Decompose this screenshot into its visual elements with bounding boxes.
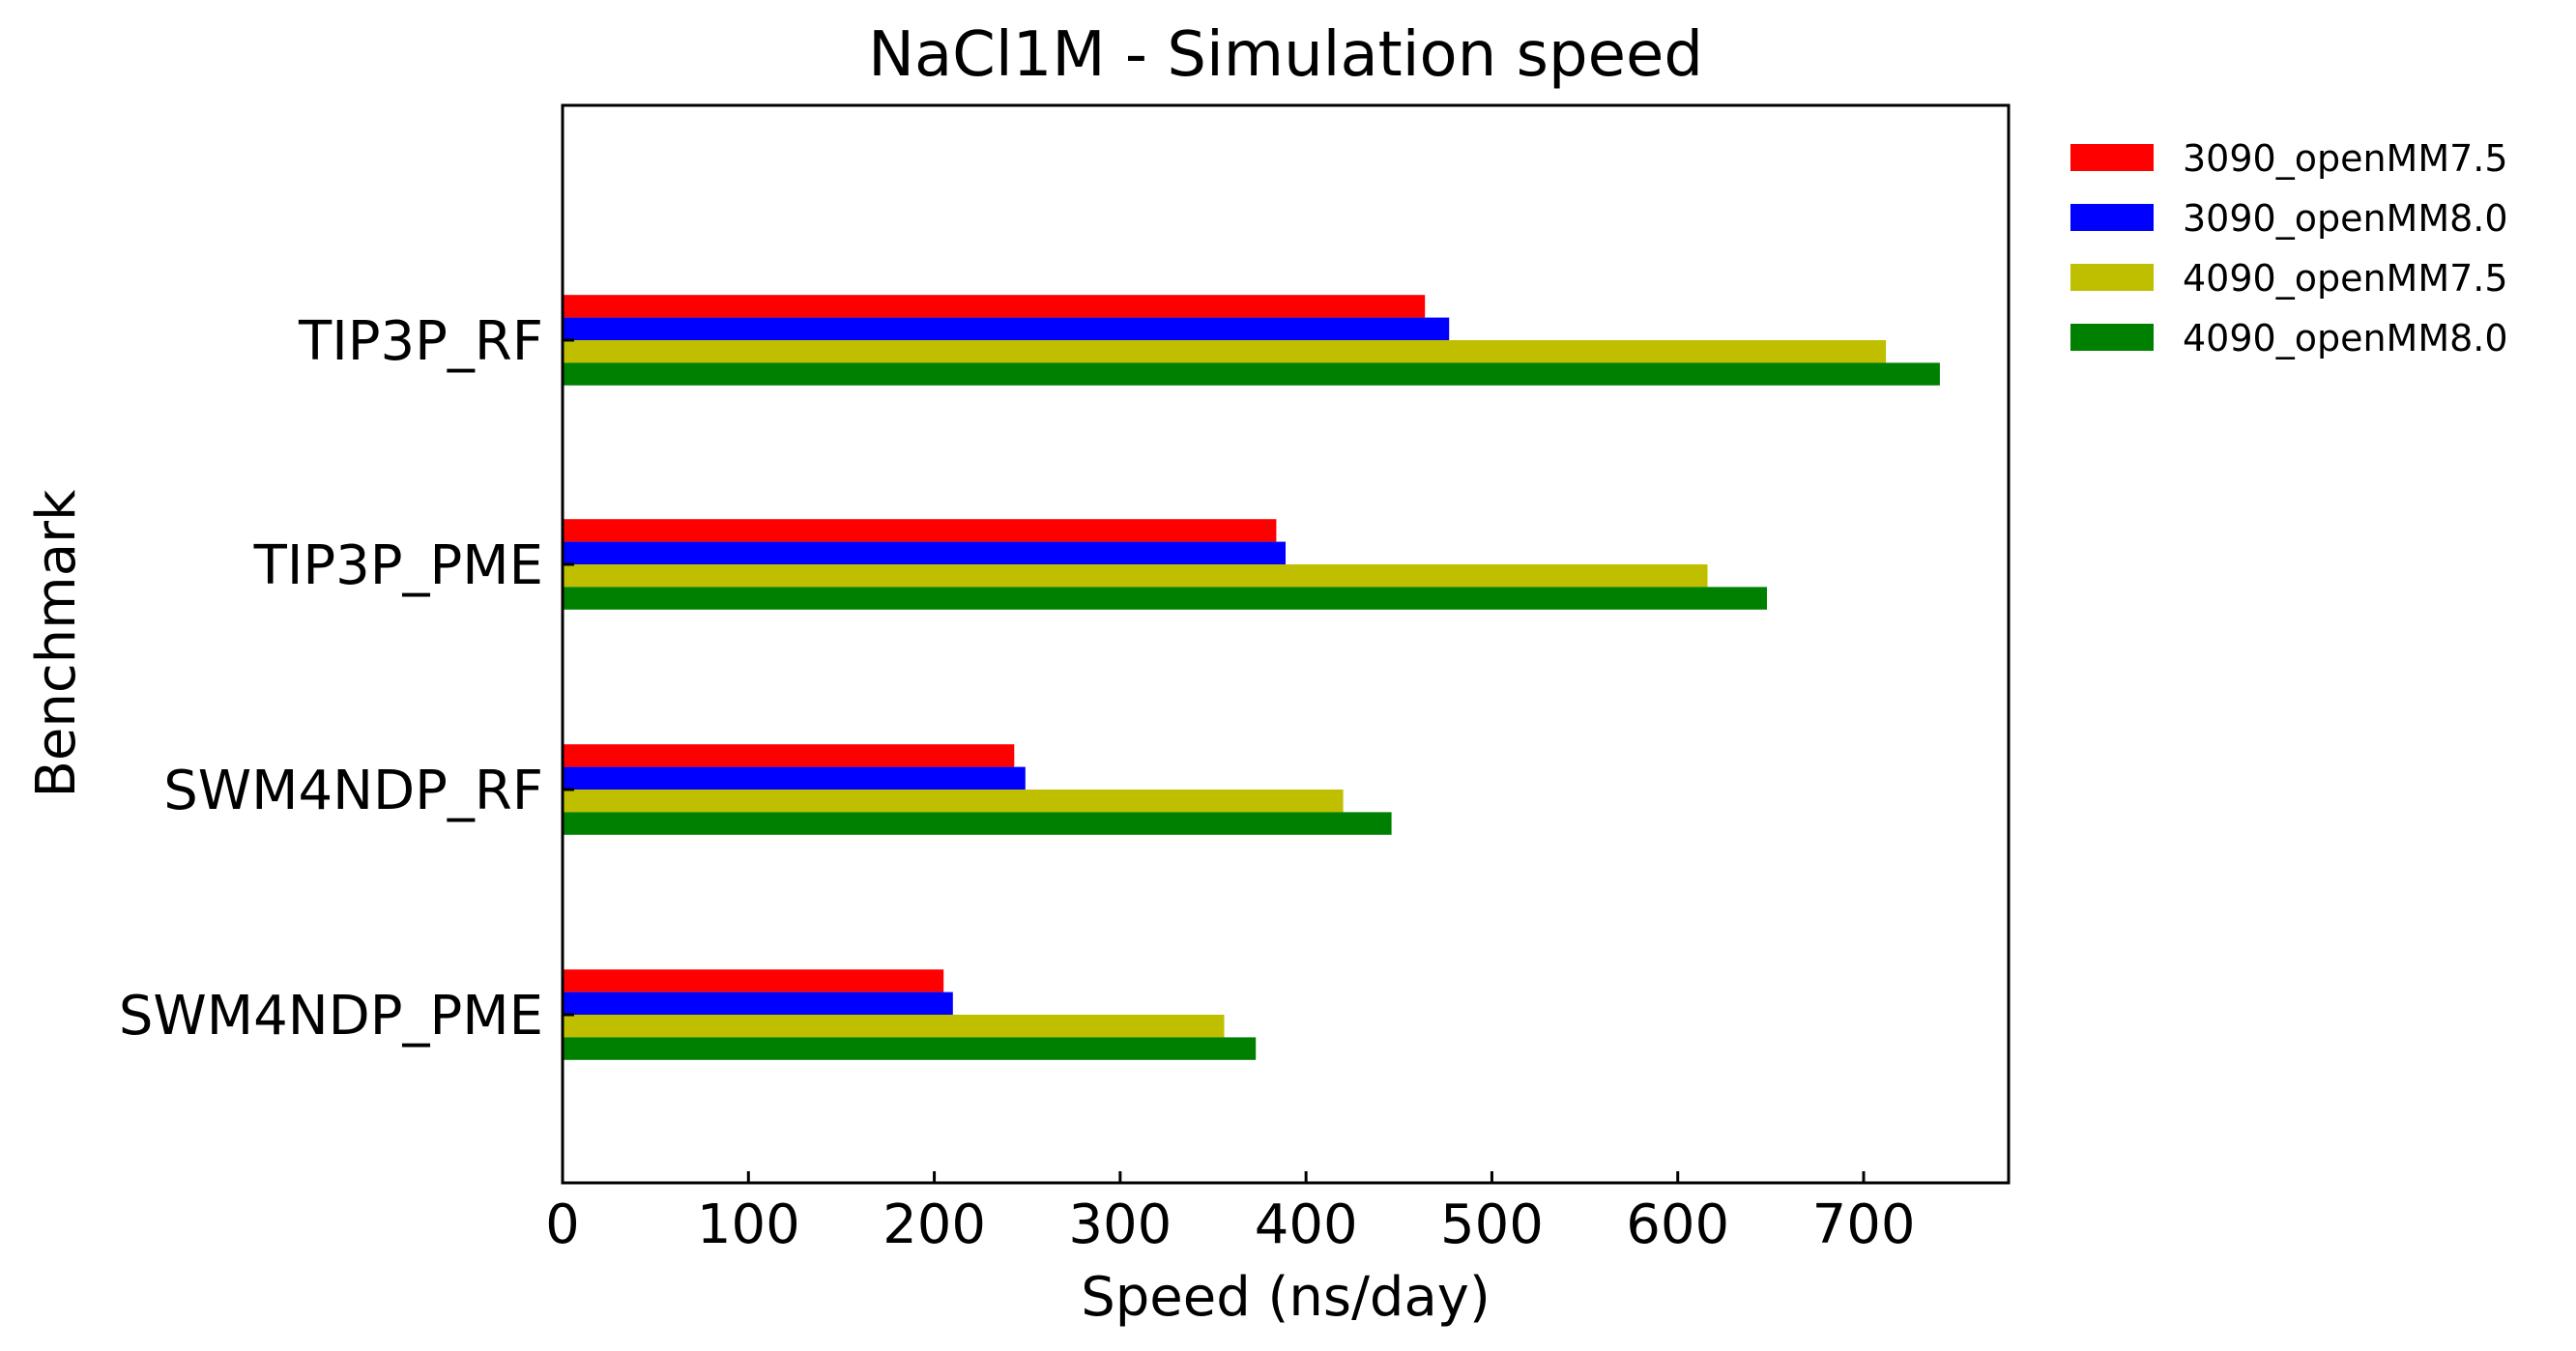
bar-swm4ndp_pme-4090_openmm8.0	[563, 1037, 1257, 1060]
legend-label: 3090_openMM7.5	[2183, 137, 2508, 180]
bar-swm4ndp_rf-4090_openmm7.5	[563, 790, 1344, 813]
x-tick-label: 0	[545, 1193, 580, 1256]
x-tick-label: 400	[1255, 1193, 1358, 1256]
bar-tip3p_rf-4090_openmm8.0	[563, 362, 1940, 386]
bar-swm4ndp_pme-3090_openmm8.0	[563, 992, 953, 1015]
legend-label: 3090_openMM8.0	[2183, 197, 2508, 240]
bar-swm4ndp_rf-4090_openmm8.0	[563, 812, 1392, 835]
x-axis-ticks: 0 100 200 300 400 500 600 700	[545, 1171, 1915, 1256]
bar-tip3p_rf-3090_openmm7.5	[563, 295, 1426, 318]
bar-tip3p_pme-4090_openmm8.0	[563, 587, 1767, 610]
x-tick-label: 700	[1812, 1193, 1916, 1256]
bar-tip3p_pme-4090_openmm7.5	[563, 564, 1708, 588]
bar-swm4ndp_rf-3090_openmm7.5	[563, 744, 1015, 767]
plot-area-frame	[561, 103, 2011, 1185]
x-tick-label: 600	[1626, 1193, 1729, 1256]
x-tick-label: 300	[1068, 1193, 1172, 1256]
legend-label: 4090_openMM7.5	[2183, 257, 2508, 300]
bar-swm4ndp_pme-4090_openmm7.5	[563, 1015, 1225, 1038]
x-axis-label: Speed (ns/day)	[1081, 1266, 1491, 1329]
bar-swm4ndp_pme-3090_openmm7.5	[563, 969, 944, 992]
y-tick-label: TIP3P_RF	[298, 310, 543, 373]
x-tick-label: 100	[697, 1193, 800, 1256]
bar-tip3p_pme-3090_openmm7.5	[563, 519, 1277, 542]
legend-swatch	[2070, 204, 2154, 231]
legend-label: 4090_openMM8.0	[2183, 317, 2508, 359]
bar-tip3p_rf-3090_openmm8.0	[563, 317, 1450, 340]
legend-swatch	[2070, 144, 2154, 171]
bars-layer	[563, 295, 1940, 1060]
y-axis-label: Benchmark	[25, 489, 88, 798]
chart-title: NaCl1M - Simulation speed	[868, 19, 1703, 91]
x-tick-label: 500	[1440, 1193, 1544, 1256]
y-tick-label: SWM4NDP_PME	[119, 985, 543, 1048]
y-tick-label: TIP3P_PME	[253, 534, 543, 597]
x-tick-label: 200	[883, 1193, 986, 1256]
y-tick-label: SWM4NDP_RF	[163, 760, 543, 822]
legend-swatch	[2070, 264, 2154, 291]
bar-swm4ndp_rf-3090_openmm8.0	[563, 766, 1026, 790]
legend-swatch	[2070, 324, 2154, 351]
bar-tip3p_rf-4090_openmm7.5	[563, 340, 1887, 363]
y-axis-categories: TIP3P_RF TIP3P_PME SWM4NDP_RF SWM4NDP_PME	[119, 310, 574, 1048]
bar-tip3p_pme-3090_openmm8.0	[563, 541, 1286, 564]
legend: 3090_openMM7.5 3090_openMM8.0 4090_openMM7…	[2070, 137, 2508, 359]
